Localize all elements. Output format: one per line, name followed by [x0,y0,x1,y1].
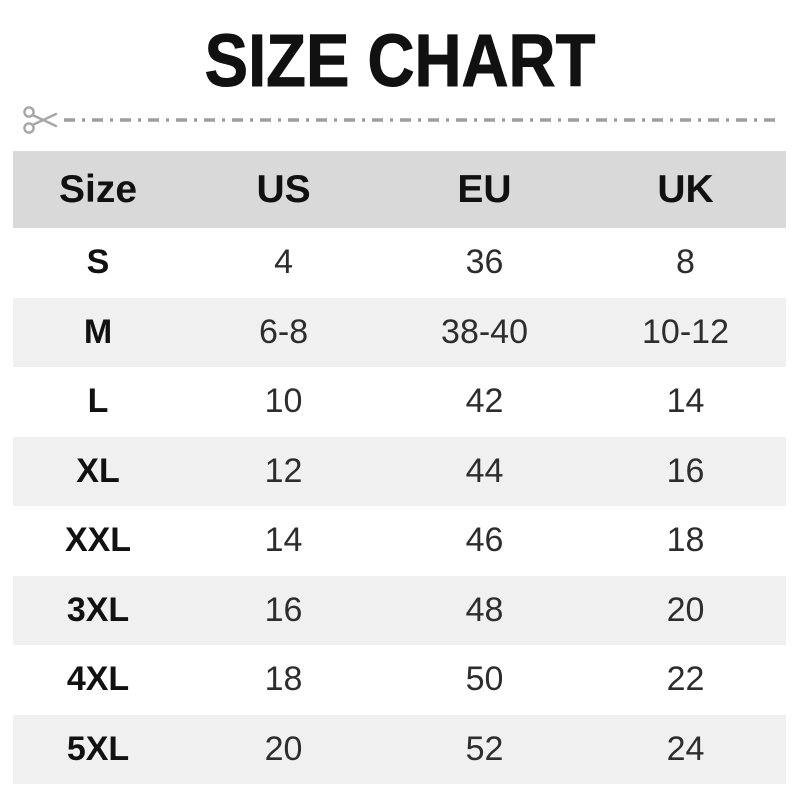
scissors-icon [23,106,58,134]
size-value: 38-40 [384,297,586,367]
size-value: 24 [585,714,786,784]
size-table-body: S 4 36 8 M 6-8 38-40 10-12 L 10 42 14 XL 12 44 16 XXL 14 4… [13,228,786,784]
size-value: 20 [183,714,385,784]
size-label: L [87,382,109,421]
size-value: 10-12 [585,297,786,367]
size-value: 4 [274,243,293,282]
size-value: 14 [666,382,705,421]
size-label: M [13,297,184,367]
size-label: 5XL [13,714,184,784]
table-row: 3XL 16 48 20 [13,575,786,645]
size-value: 52 [384,714,586,784]
size-value: 8 [676,243,695,282]
size-value: 18 [264,660,303,699]
size-value: 22 [666,660,705,699]
size-value: 6-8 [183,297,385,367]
size-value: 46 [465,521,504,560]
size-value: 18 [666,521,705,560]
size-value: 14 [264,521,303,560]
size-value: 12 [183,436,385,506]
size-value: 16 [585,436,786,506]
table-row: M 6-8 38-40 10-12 [13,297,786,367]
page-title: SIZE CHART [0,19,800,102]
table-row: 5XL 20 52 24 [13,714,786,784]
size-value: 10 [264,382,303,421]
table-row: XL 12 44 16 [13,436,786,506]
size-value: 42 [465,382,504,421]
size-chart-table: Size US EU UK S 4 36 8 M 6-8 38-40 10-12 L 10 42 14… [13,151,786,784]
size-value: 44 [384,436,586,506]
size-value: 50 [465,660,504,699]
table-row: XXL 14 46 18 [13,506,786,576]
size-label: S [86,243,110,282]
size-value: 48 [384,575,586,645]
cut-line [22,102,778,138]
size-label: XXL [64,521,132,560]
column-header-eu: EU [384,151,586,228]
column-header-us: US [183,151,385,228]
column-header-uk: UK [585,151,786,228]
table-header-row: Size US EU UK [13,151,786,228]
table-row: S 4 36 8 [13,228,786,298]
size-value: 36 [465,243,504,282]
size-value: 16 [183,575,385,645]
size-label: 4XL [66,660,130,699]
size-label: 3XL [13,575,184,645]
size-value: 20 [585,575,786,645]
table-row: 4XL 18 50 22 [13,645,786,715]
size-label: XL [13,436,184,506]
dashed-cut-line [64,118,778,122]
page-title-text: SIZE CHART [204,19,596,102]
table-row: L 10 42 14 [13,367,786,437]
column-header-size: Size [13,151,184,228]
